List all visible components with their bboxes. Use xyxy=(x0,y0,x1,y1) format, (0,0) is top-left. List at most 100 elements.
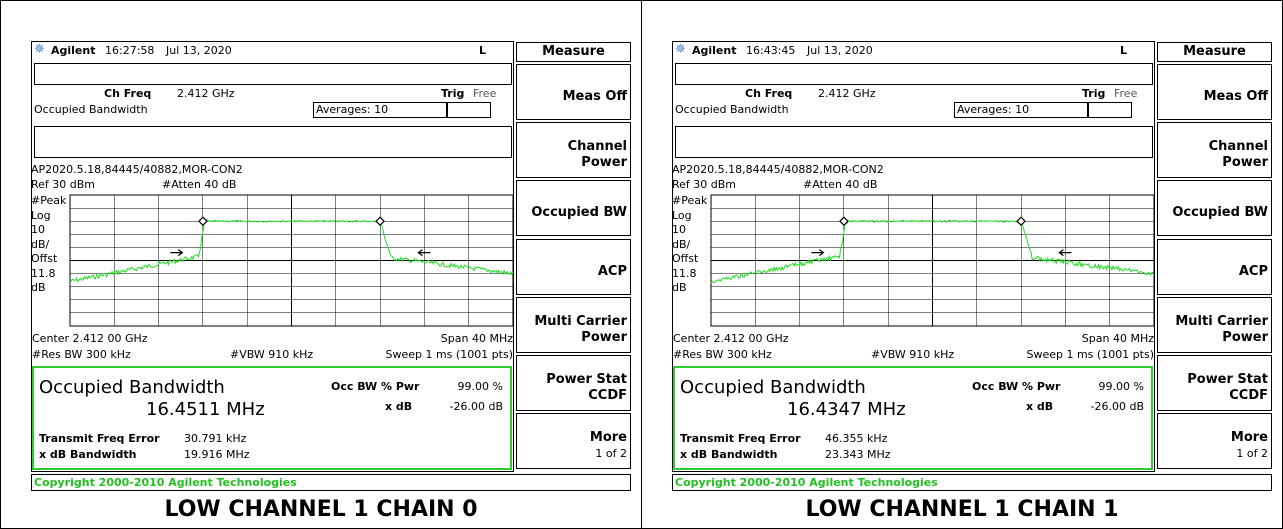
result-box xyxy=(32,366,512,470)
sweep: Sweep 1 ms (1001 pts) xyxy=(385,348,513,361)
softkey[interactable]: ACP xyxy=(516,238,631,295)
softkey[interactable]: Occupied BW xyxy=(1157,180,1272,237)
softkey-label: ACP xyxy=(597,263,627,279)
trig: Free xyxy=(473,87,497,100)
xbw-label: x dB Bandwidth xyxy=(39,448,137,461)
pwr-label: Occ BW % Pwr xyxy=(331,380,420,393)
xbw-label: x dB Bandwidth xyxy=(680,448,778,461)
date: Jul 13, 2020 xyxy=(807,44,873,57)
ch-freq-label: Ch Freq xyxy=(104,87,152,100)
softkey-label: More xyxy=(1230,430,1268,446)
meas-name: Occupied Bandwidth xyxy=(34,103,148,116)
xbw: 23.343 MHz xyxy=(825,448,891,461)
span: Span 40 MHz xyxy=(1081,332,1154,345)
softkey[interactable]: Channel Power xyxy=(1157,122,1272,179)
softkey-label: Multi Carrier Power xyxy=(1175,313,1268,345)
marker xyxy=(839,216,849,227)
ch-freq: 2.412 GHz xyxy=(818,87,876,100)
file-name: AP2020.5.18,84445/40882,MOR-CON2 xyxy=(31,163,243,176)
trace xyxy=(69,218,514,283)
pwr-label: Occ BW % Pwr xyxy=(972,380,1061,393)
arrow xyxy=(170,249,184,257)
scale-label: Offst xyxy=(31,252,58,265)
softkey-label: Occupied BW xyxy=(531,205,627,221)
ch-freq-label: Ch Freq xyxy=(745,87,793,100)
center-freq: Center 2.412 00 GHz xyxy=(673,332,789,345)
softkey[interactable]: More 1 of 2 xyxy=(516,413,631,470)
message-box xyxy=(34,63,512,85)
vbw: #VBW 910 kHz xyxy=(871,348,955,361)
brand: Agilent xyxy=(51,44,96,57)
res-bw: #Res BW 300 kHz xyxy=(32,348,131,361)
result-title: Occupied Bandwidth xyxy=(39,377,225,398)
scale-label: dB/ xyxy=(31,237,50,251)
tfe-label: Transmit Freq Error xyxy=(39,432,160,445)
message-box-2 xyxy=(675,126,1153,158)
menu-title: Measure xyxy=(1157,42,1272,62)
atten: #Atten 40 dB xyxy=(162,178,237,191)
scale-label: #Peak xyxy=(672,194,708,207)
marker xyxy=(198,216,208,227)
softkey-sub: 1 of 2 xyxy=(595,447,627,461)
softkey-label: ACP xyxy=(1238,263,1268,279)
scale-label: 10 xyxy=(672,223,686,236)
averages-box xyxy=(1088,102,1132,118)
softkey[interactable]: Meas Off xyxy=(516,64,631,120)
tfe: 30.791 kHz xyxy=(184,432,247,445)
menu-title: Measure xyxy=(516,42,631,62)
softkey-label: More xyxy=(589,430,627,446)
brand: Agilent xyxy=(692,44,737,57)
scale-label: 10 xyxy=(31,223,45,236)
mode: L xyxy=(1120,44,1128,57)
softkey[interactable]: More 1 of 2 xyxy=(1157,413,1272,470)
xdb: -26.00 dB xyxy=(1090,400,1145,413)
softkey[interactable]: ACP xyxy=(1157,238,1272,295)
message-box xyxy=(675,63,1153,85)
caption: LOW CHANNEL 1 CHAIN 0 xyxy=(164,497,478,522)
mode: L xyxy=(479,44,487,57)
scale-label: dB xyxy=(672,281,687,294)
softkey[interactable]: Meas Off xyxy=(1157,64,1272,120)
softkey[interactable]: Power Stat CCDF xyxy=(516,355,631,411)
result-value: 16.4347 MHz xyxy=(787,399,906,420)
softkey[interactable]: Channel Power xyxy=(516,122,631,179)
status-icon: ✵ xyxy=(675,42,686,57)
softkey[interactable]: Power Stat CCDF xyxy=(1157,355,1272,411)
scale-label: dB/ xyxy=(672,237,691,251)
softkey-label: Power Stat CCDF xyxy=(1187,372,1268,403)
averages: Averages: 10 xyxy=(313,102,447,118)
softkey[interactable]: Multi Carrier Power xyxy=(1157,296,1272,353)
status-icon: ✵ xyxy=(34,42,45,57)
xdb: -26.00 dB xyxy=(449,400,504,413)
softkey[interactable]: Multi Carrier Power xyxy=(516,296,631,353)
scale-label: 11.8 xyxy=(31,266,56,280)
scale-label: Offst xyxy=(672,252,699,265)
xdb-label: x dB xyxy=(385,400,413,413)
sweep: Sweep 1 ms (1001 pts) xyxy=(1026,348,1154,361)
arrow xyxy=(811,249,825,257)
pwr: 99.00 % xyxy=(457,380,503,393)
arrow xyxy=(1058,249,1072,257)
softkey-label: Channel Power xyxy=(567,139,627,171)
softkey-label: Multi Carrier Power xyxy=(534,313,627,345)
averages-box xyxy=(447,102,491,118)
file-name: AP2020.5.18,84445/40882,MOR-CON2 xyxy=(672,163,884,176)
trig-label: Trig xyxy=(441,87,465,100)
pwr: 99.00 % xyxy=(1098,380,1144,393)
time: 16:27:58 xyxy=(105,44,155,57)
time: 16:43:45 xyxy=(746,44,796,57)
vbw: #VBW 910 kHz xyxy=(230,348,314,361)
scale-label: 11.8 xyxy=(672,266,697,280)
spectrum-plot xyxy=(710,194,1155,327)
marker xyxy=(1016,216,1026,227)
trace xyxy=(710,218,1155,284)
xbw: 19.916 MHz xyxy=(184,448,250,461)
softkey[interactable]: Occupied BW xyxy=(516,180,631,237)
divider xyxy=(641,1,642,528)
ch-freq: 2.412 GHz xyxy=(177,87,235,100)
scale-label: Log xyxy=(31,208,51,222)
xdb-label: x dB xyxy=(1026,400,1054,413)
softkey-label: Meas Off xyxy=(562,89,627,104)
spectrum-plot xyxy=(69,194,514,327)
